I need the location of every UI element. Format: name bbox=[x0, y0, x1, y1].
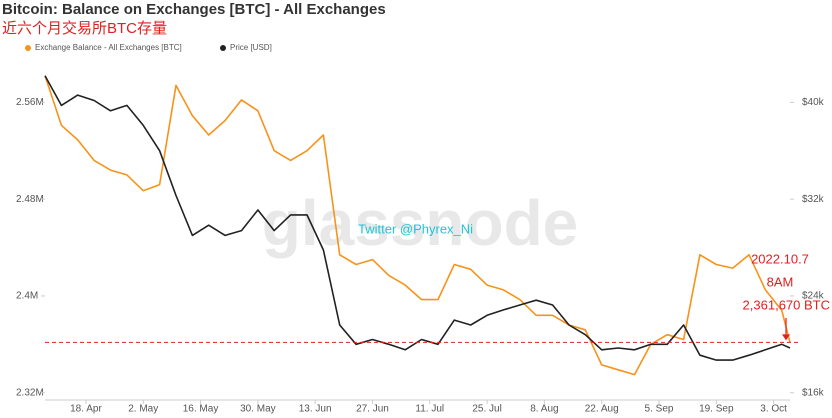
y2-tick-label: $40k bbox=[802, 97, 825, 108]
x-tick-label: 13. Jun bbox=[299, 404, 332, 415]
watermark: glassnode bbox=[262, 187, 579, 259]
legend-marker bbox=[25, 45, 31, 51]
y2-tick-label: $32k bbox=[802, 194, 825, 205]
y2-tick-label: $24k bbox=[802, 291, 825, 302]
annotation: 2,361,670 BTC bbox=[743, 297, 830, 312]
x-tick-label: 30. May bbox=[240, 404, 276, 415]
y-tick-label: 2.48M bbox=[16, 194, 44, 205]
annotation-arrowhead bbox=[782, 334, 790, 341]
y2-tick-label: $16k bbox=[802, 387, 825, 398]
legend-label: Exchange Balance - All Exchanges [BTC] bbox=[35, 43, 182, 52]
x-tick-label: 16. May bbox=[183, 404, 219, 415]
y-tick-label: 2.4M bbox=[16, 291, 38, 302]
x-tick-label: 3. Oct bbox=[760, 404, 787, 415]
x-tick-label: 19. Sep bbox=[699, 404, 734, 415]
y-tick-label: 2.32M bbox=[16, 387, 44, 398]
annotation: 8AM bbox=[767, 274, 794, 289]
legend-marker bbox=[220, 45, 226, 51]
x-tick-label: 11. Jul bbox=[415, 404, 444, 415]
annotation: 2022.10.7 bbox=[751, 251, 809, 266]
chart-title: Bitcoin: Balance on Exchanges [BTC] - Al… bbox=[2, 1, 386, 18]
x-tick-label: 2. May bbox=[128, 404, 158, 415]
x-tick-label: 25. Jul bbox=[472, 404, 501, 415]
series-line bbox=[44, 75, 791, 376]
x-tick-label: 27. Jun bbox=[356, 404, 389, 415]
x-tick-label: 18. Apr bbox=[70, 404, 102, 415]
series-line bbox=[44, 75, 791, 361]
x-tick-label: 8. Aug bbox=[530, 404, 558, 415]
x-tick-label: 5. Sep bbox=[645, 404, 674, 415]
legend-label: Price [USD] bbox=[230, 43, 272, 52]
chart-subtitle: 近六个月交易所BTC存量 bbox=[2, 19, 167, 37]
x-tick-label: 22. Aug bbox=[585, 404, 619, 415]
annotation: Twitter @Phyrex_Ni bbox=[358, 221, 473, 236]
y-tick-label: 2.56M bbox=[16, 97, 44, 108]
